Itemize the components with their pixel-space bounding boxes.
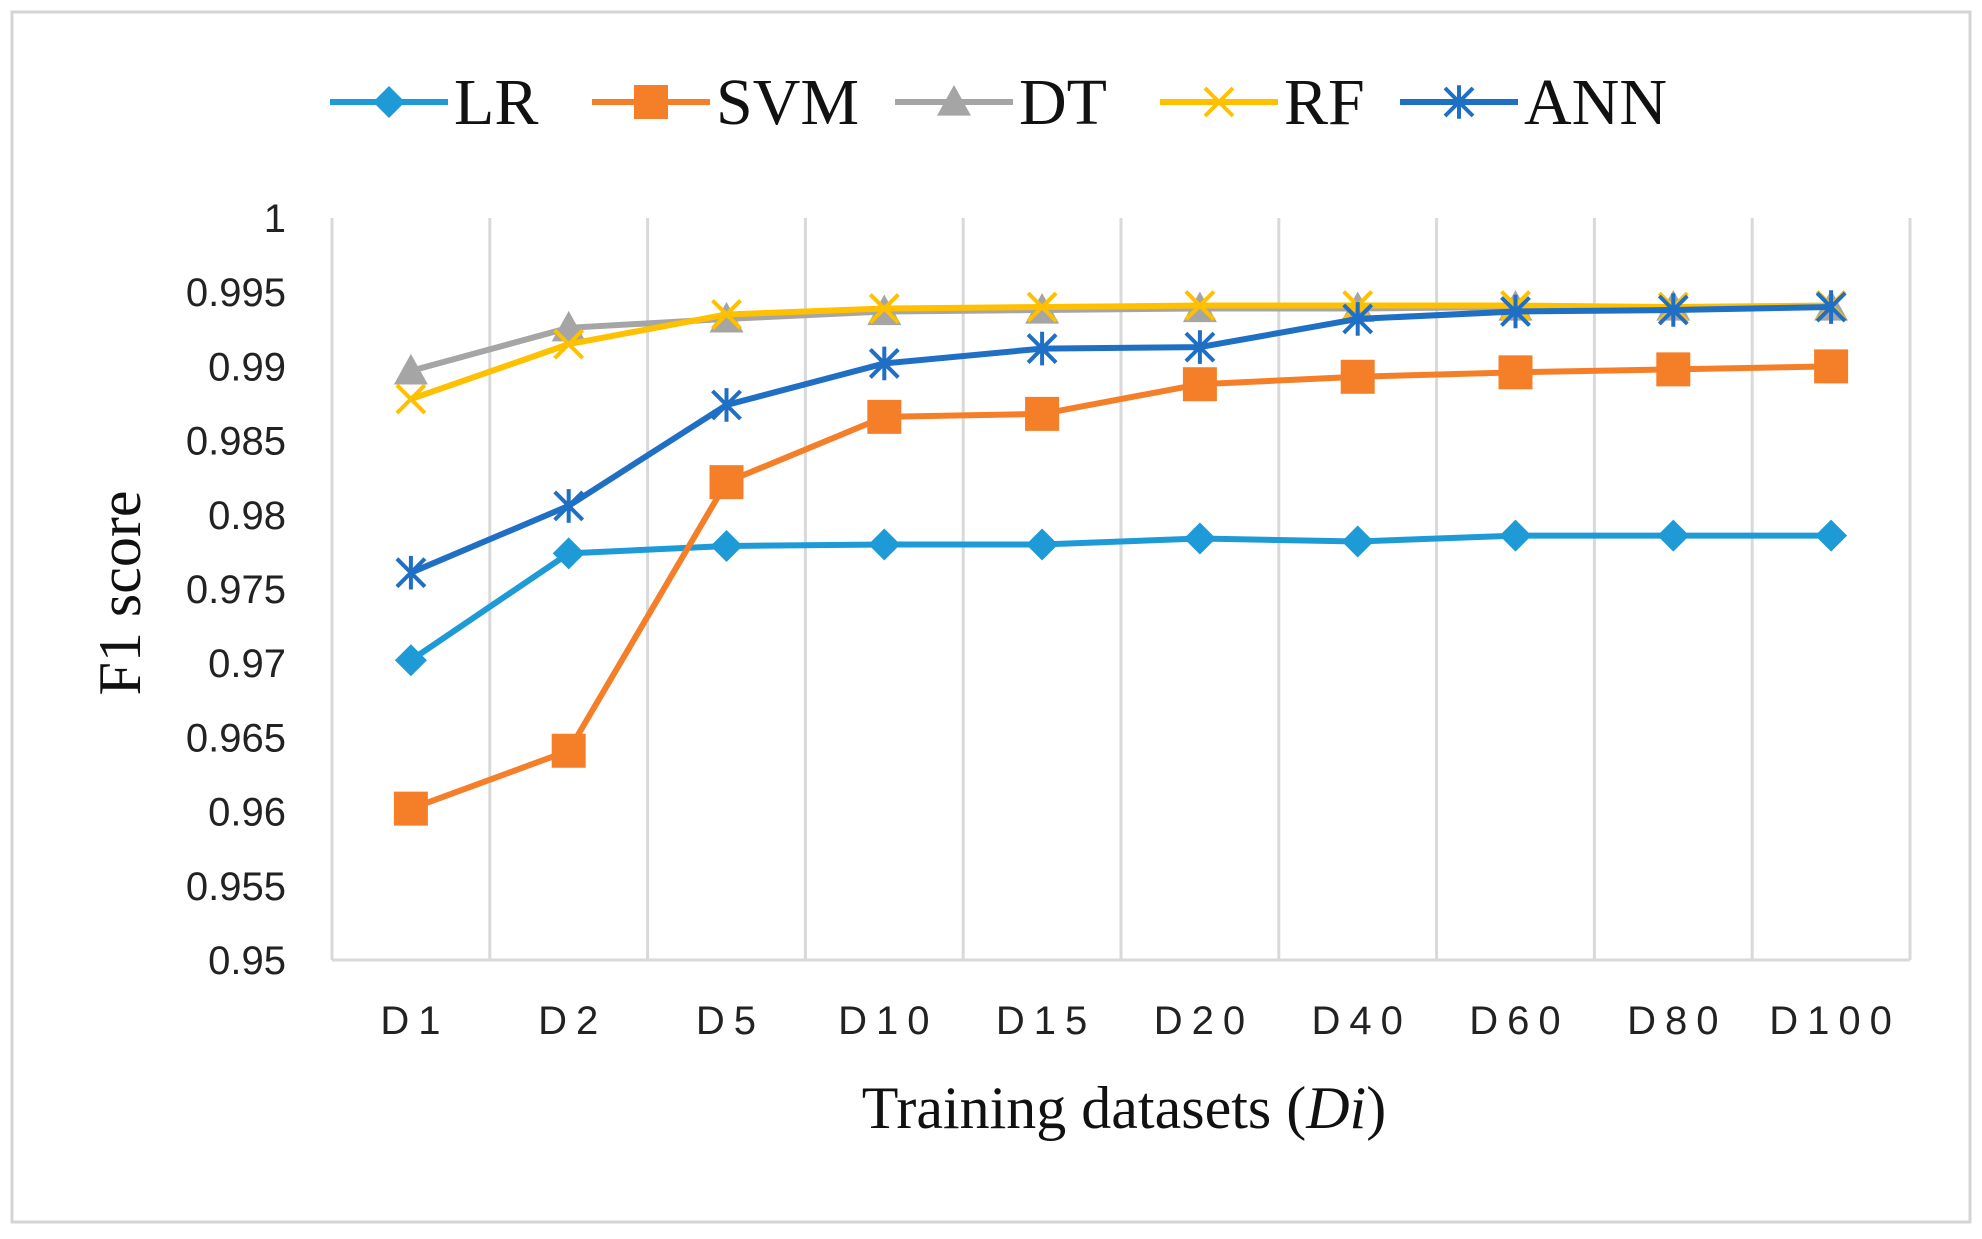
series-line-rf (409, 302, 1832, 402)
series-line-svm (409, 363, 1832, 812)
data-point-rf (868, 293, 900, 324)
y-tick-label: 0.995 (186, 271, 286, 315)
data-point-rf (1026, 291, 1058, 323)
data-point-ann (711, 388, 742, 422)
legend-label-lr: LR (454, 66, 538, 139)
data-point-lr (552, 537, 585, 570)
legend-label-svm: SVM (716, 66, 859, 139)
data-point-lr (1183, 522, 1216, 555)
data-point-ann (1815, 290, 1847, 324)
data-point-rf (553, 328, 585, 360)
legend-label-ann: ANN (1524, 66, 1667, 139)
y-tick-label: 0.99 (208, 345, 286, 389)
x-axis-title: Training datasets (Di) (862, 1075, 1386, 1141)
grid-layer (330, 218, 1912, 962)
data-point-svm (1814, 349, 1849, 384)
legend-item-ann: ANN (1400, 66, 1667, 139)
chart-frame (10, 10, 1972, 1224)
x-tick-label: D1 (380, 999, 449, 1043)
data-point-ann (1657, 293, 1689, 327)
series-line-ann (409, 304, 1832, 576)
y-tick-label: 0.96 (208, 791, 286, 835)
legend-item-dt: DT (895, 66, 1107, 139)
data-point-svm (1025, 396, 1060, 431)
y-tick-label: 1 (264, 197, 286, 241)
x-tick-label: D60 (1469, 999, 1569, 1043)
series-ann (395, 290, 1847, 590)
data-point-lr (868, 528, 901, 561)
data-point-ann (1184, 330, 1216, 364)
y-tick-label: 0.985 (186, 420, 286, 464)
y-tick-label: 0.98 (208, 494, 286, 538)
data-point-ann (395, 555, 427, 590)
data-point-ann (1500, 294, 1531, 329)
data-point-svm (1182, 367, 1217, 402)
x-axis-title-close: ) (1366, 1075, 1386, 1141)
x-tick-label: D20 (1154, 999, 1254, 1043)
x-axis-title-text: Training datasets ( (862, 1075, 1306, 1141)
series-lr (394, 519, 1848, 677)
y-tick-label: 0.975 (186, 568, 286, 612)
data-point-lr (1815, 519, 1848, 552)
series-line-lr (409, 532, 1832, 663)
legend-item-lr: LR (330, 66, 538, 139)
y-tick-label: 0.97 (208, 642, 286, 686)
data-point-lr (1341, 525, 1374, 558)
data-point-lr (1657, 519, 1690, 552)
data-point-ann (553, 489, 585, 523)
data-point-ann (1342, 302, 1374, 336)
legend-marker-dt (937, 85, 971, 116)
data-point-svm (1656, 352, 1691, 387)
series-svm (393, 349, 1849, 826)
legend-label-dt: DT (1019, 66, 1107, 139)
x-axis-title-italic: Di (1305, 1075, 1366, 1141)
legend-marker-rf (1203, 86, 1235, 118)
data-point-ann (868, 346, 900, 381)
x-tick-label: D80 (1627, 999, 1727, 1043)
data-point-ann (1026, 331, 1058, 366)
data-point-lr (394, 644, 427, 677)
x-tick-label: D5 (696, 999, 765, 1043)
data-point-svm (551, 733, 586, 768)
data-point-rf (1184, 290, 1216, 321)
legend-marker-lr (373, 86, 405, 118)
y-tick-labels: 0.95 0.955 0.96 0.965 0.97 0.975 0.98 0.985 0.99… (186, 197, 286, 983)
legend-label-rf: RF (1284, 66, 1365, 139)
data-point-lr (1026, 528, 1059, 561)
x-tick-labels: D1 D2 D5 D10 D15 D20 D40 D60 D80 D100 (380, 999, 1901, 1043)
y-tick-label: 0.95 (208, 939, 286, 983)
legend-item-svm: SVM (592, 66, 859, 139)
data-point-lr (710, 529, 743, 562)
series-layer (393, 290, 1849, 826)
y-tick-label: 0.965 (186, 716, 286, 760)
legend-marker-ann (1443, 85, 1475, 119)
legend-item-rf: RF (1160, 66, 1365, 139)
data-point-dt (393, 353, 428, 385)
data-point-svm (709, 465, 744, 500)
data-point-rf (395, 383, 427, 415)
data-point-svm (1498, 355, 1533, 390)
legend: LR SVM DT RF ANN (330, 66, 1667, 139)
x-tick-label: D2 (538, 999, 607, 1043)
y-axis-title: F1 score (87, 491, 153, 696)
x-tick-label: D100 (1769, 999, 1901, 1043)
data-point-svm (393, 791, 428, 826)
legend-marker-svm (634, 85, 668, 119)
x-tick-label: D10 (838, 999, 938, 1043)
data-point-svm (1340, 359, 1375, 394)
data-point-svm (867, 399, 902, 434)
data-point-lr (1499, 519, 1532, 552)
x-tick-label: D40 (1312, 999, 1412, 1043)
y-tick-label: 0.955 (186, 865, 286, 909)
x-tick-label: D15 (996, 999, 1096, 1043)
data-point-rf (711, 299, 742, 330)
